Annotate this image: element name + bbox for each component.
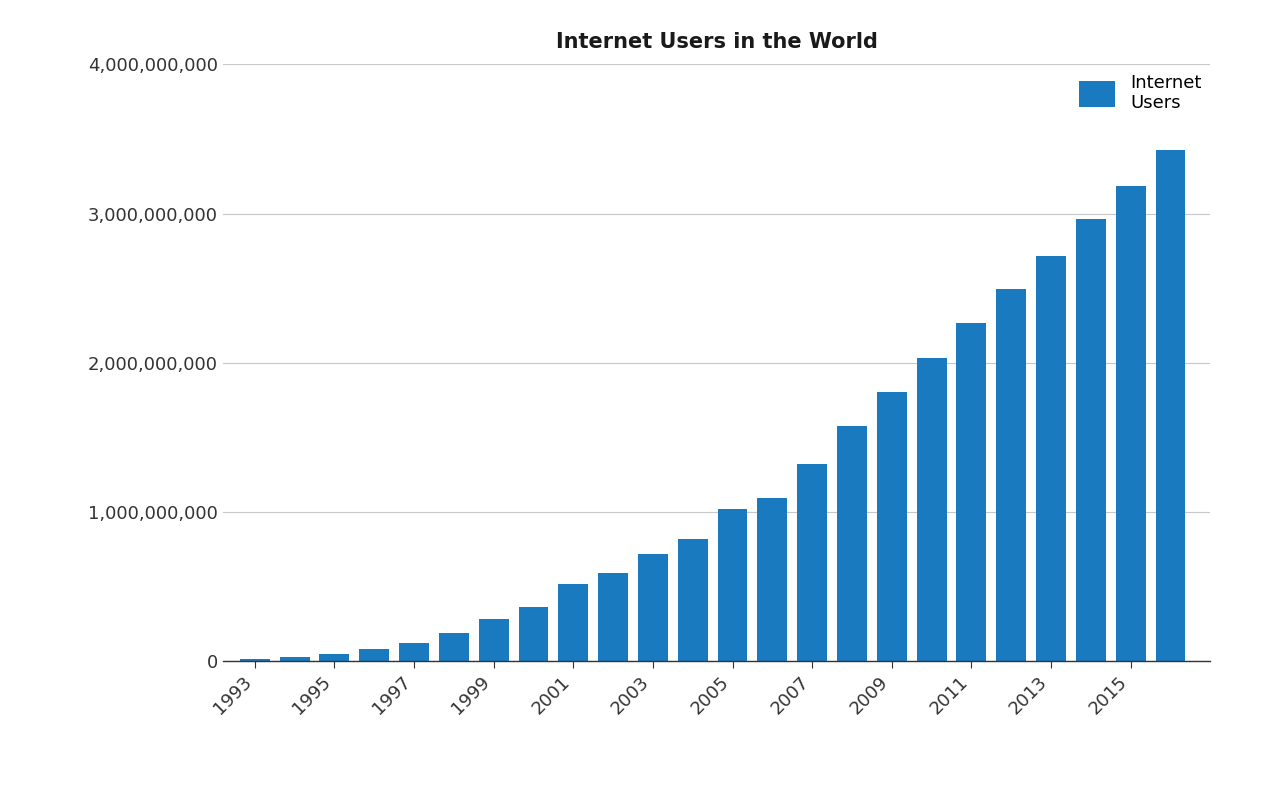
Bar [1077, 218, 1106, 661]
Bar [917, 358, 947, 661]
Bar [280, 657, 310, 661]
Bar [758, 498, 787, 661]
Bar [1116, 186, 1145, 661]
Bar [320, 654, 349, 661]
Bar [957, 323, 986, 661]
Bar [359, 650, 389, 661]
Bar [440, 633, 469, 661]
Bar [717, 509, 748, 661]
Bar [240, 659, 270, 661]
Bar [1156, 151, 1185, 661]
Bar [519, 607, 548, 661]
Bar [1036, 256, 1066, 661]
Bar [479, 619, 508, 661]
Bar [837, 426, 866, 661]
Title: Internet Users in the World: Internet Users in the World [555, 31, 878, 52]
Bar [638, 554, 668, 661]
Bar [877, 393, 907, 661]
Legend: Internet
Users: Internet Users [1079, 73, 1201, 112]
Bar [599, 573, 628, 661]
Bar [678, 539, 707, 661]
Bar [558, 584, 589, 661]
Bar [798, 464, 827, 661]
Bar [399, 643, 429, 661]
Bar [996, 289, 1026, 661]
